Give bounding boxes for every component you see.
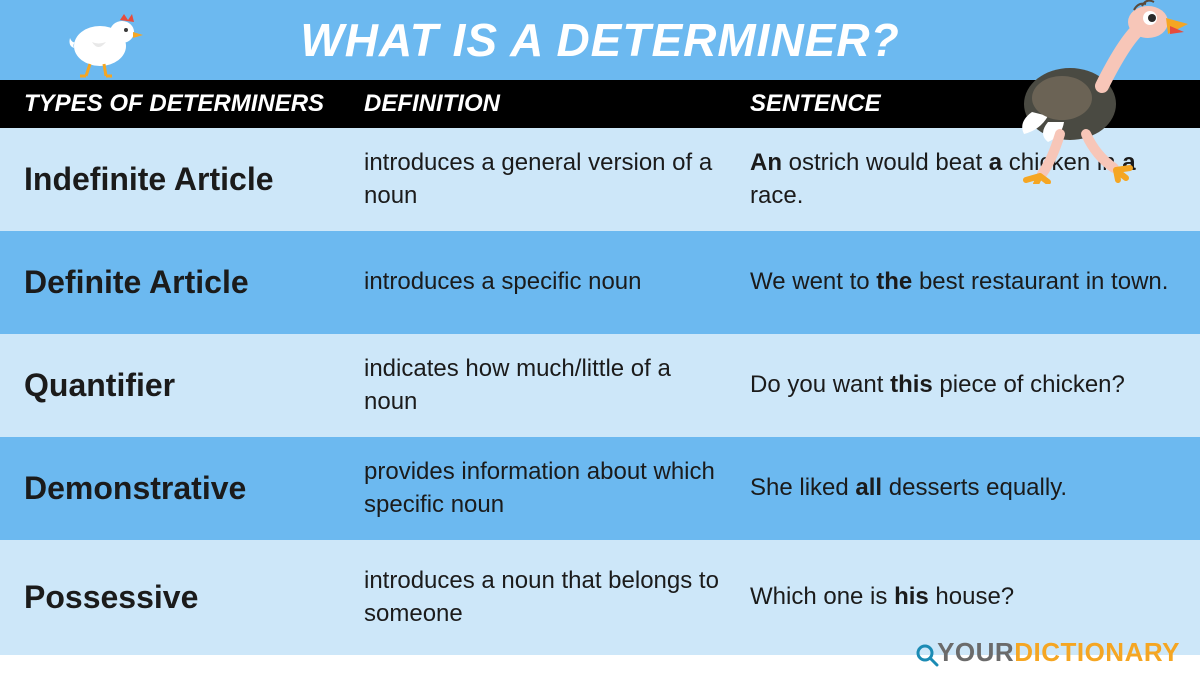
determiner-sentence: Do you want this piece of chicken? (750, 369, 1200, 401)
determiner-type: Indefinite Article (24, 161, 364, 198)
table-row: Demonstrativeprovides information about … (0, 437, 1200, 540)
brand-part1: YOUR (937, 637, 1014, 667)
determiner-definition: introduces a general version of a noun (364, 147, 750, 212)
header-types: TYPES OF DETERMINERS (24, 90, 364, 118)
determiner-type: Demonstrative (24, 470, 364, 507)
determiner-definition: indicates how much/little of a noun (364, 353, 750, 418)
brand-logo: YOURDICTIONARY (915, 637, 1180, 668)
determiner-definition: introduces a specific noun (364, 266, 750, 298)
determiner-type: Quantifier (24, 367, 364, 404)
table-body: Indefinite Articleintroduces a general v… (0, 128, 1200, 655)
determiner-definition: provides information about which specifi… (364, 456, 750, 521)
brand-part2: DICTIONARY (1014, 637, 1180, 667)
determiner-type: Definite Article (24, 264, 364, 301)
title-bar: WHAT IS A DETERMINER? (0, 0, 1200, 80)
determiner-sentence: We went to the best restaurant in town. (750, 266, 1200, 298)
determiner-type: Possessive (24, 579, 364, 616)
determiner-sentence: Which one is his house? (750, 581, 1200, 613)
ostrich-icon (990, 0, 1190, 189)
header-definition: DEFINITION (364, 90, 750, 118)
determiner-sentence: She liked all desserts equally. (750, 472, 1200, 504)
determiner-definition: introduces a noun that belongs to someon… (364, 565, 750, 630)
table-row: Definite Articleintroduces a specific no… (0, 231, 1200, 334)
chicken-icon (60, 8, 150, 83)
table-row: Quantifierindicates how much/little of a… (0, 334, 1200, 437)
page-title: WHAT IS A DETERMINER? (300, 13, 899, 67)
